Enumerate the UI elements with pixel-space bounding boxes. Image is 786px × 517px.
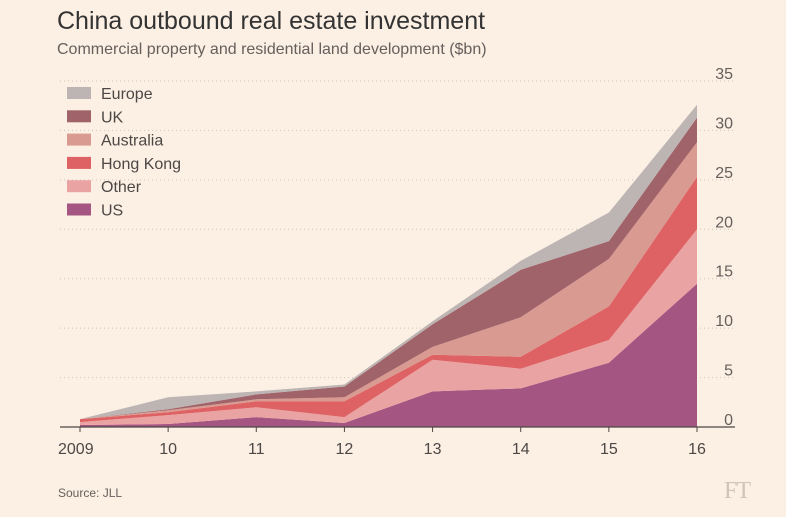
y-tick-label: 20 bbox=[715, 214, 733, 231]
y-tick-label: 35 bbox=[715, 66, 733, 83]
legend-swatch bbox=[67, 133, 91, 146]
x-tick-label: 13 bbox=[424, 441, 442, 458]
grid-lines bbox=[60, 80, 735, 379]
y-tick-label: 25 bbox=[715, 165, 733, 182]
source-note: Source: JLL bbox=[58, 486, 123, 500]
chart-subtitle: Commercial property and residential land… bbox=[57, 41, 487, 58]
legend-label: Hong Kong bbox=[101, 156, 181, 173]
ft-logo: FT bbox=[724, 478, 751, 504]
legend: Europe UK Australia Hong Kong Other US bbox=[67, 86, 181, 220]
x-tick-label: 12 bbox=[336, 441, 354, 458]
legend-label: Other bbox=[101, 179, 142, 196]
area-series bbox=[80, 104, 697, 427]
y-tick-label: 30 bbox=[715, 115, 733, 132]
y-tick-label: 10 bbox=[715, 313, 733, 330]
x-tick-label: 2009 bbox=[58, 441, 94, 458]
legend-label: US bbox=[101, 203, 123, 220]
legend-swatch bbox=[67, 156, 91, 169]
legend-swatch bbox=[67, 87, 91, 99]
y-tick-label: 15 bbox=[715, 264, 733, 281]
axes: 0 5 10 15 20 25 30 35 2009 10 11 12 13 14 15 16 bbox=[58, 66, 735, 458]
y-tick-label: 0 bbox=[724, 412, 733, 429]
legend-label: Europe bbox=[101, 86, 153, 103]
x-tick-label: 14 bbox=[512, 441, 530, 458]
x-tick-label: 10 bbox=[159, 441, 177, 458]
chart-title: China outbound real estate investment bbox=[57, 7, 486, 35]
legend-label: UK bbox=[101, 109, 124, 126]
legend-swatch bbox=[67, 203, 91, 216]
area-other bbox=[80, 229, 697, 425]
legend-label: Australia bbox=[101, 133, 163, 150]
x-tick-label: 16 bbox=[688, 441, 706, 458]
area-uk bbox=[80, 117, 697, 420]
area-hong-kong bbox=[80, 176, 697, 423]
x-tick-label: 11 bbox=[248, 441, 265, 458]
y-tick-label: 5 bbox=[724, 363, 733, 380]
x-tick-label: 15 bbox=[600, 441, 618, 458]
legend-swatch bbox=[67, 110, 91, 123]
legend-swatch bbox=[67, 180, 91, 193]
area-us bbox=[80, 283, 697, 427]
